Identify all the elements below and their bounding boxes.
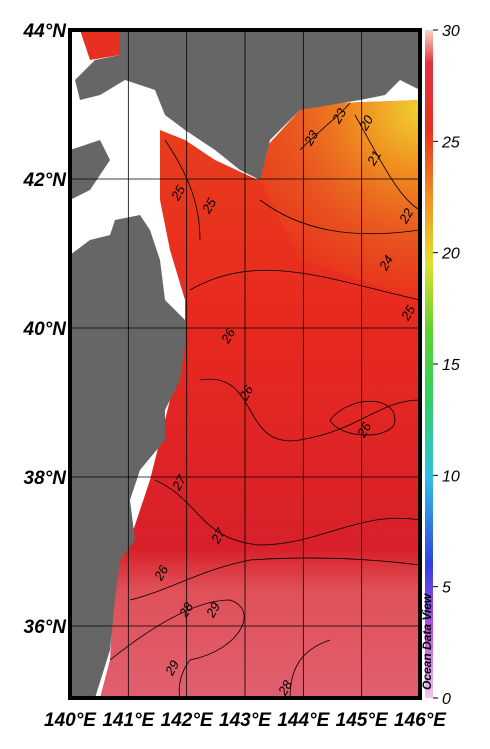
lon-label: 143°E	[219, 710, 272, 731]
sea-patch	[80, 30, 128, 60]
colorbar-label: 15	[442, 357, 460, 374]
contour-label: 27	[207, 525, 228, 547]
frame	[68, 28, 422, 700]
colorbar-label: 20	[441, 246, 460, 263]
colorbar-label: 30	[442, 23, 460, 40]
land	[75, 30, 420, 180]
contour-label: 20	[355, 112, 376, 134]
contour-label: 26	[235, 382, 256, 404]
lon-label: 145°E	[336, 710, 389, 731]
land	[70, 140, 110, 200]
colorbar	[425, 30, 433, 698]
contour-label: 26	[150, 562, 171, 584]
contour-label: 23	[328, 105, 349, 127]
contour-label: 23	[300, 127, 321, 149]
colorbar-label: 10	[442, 468, 460, 485]
land	[70, 215, 185, 698]
lat-label: 36°N	[24, 617, 68, 638]
colorbar-label: 0	[442, 691, 451, 708]
lat-label: 44°N	[23, 21, 68, 42]
colorbar-label: 25	[441, 134, 460, 151]
contours	[109, 102, 420, 698]
lon-label: 146°E	[394, 710, 447, 731]
contour-label: 21	[363, 148, 384, 169]
colorbar-label: 5	[442, 580, 451, 597]
contour-label: 28	[175, 599, 196, 621]
contour-label: 26	[353, 419, 374, 441]
contour-label: 29	[161, 658, 182, 679]
lon-label: 141°E	[102, 710, 155, 731]
contour-label: 25	[397, 302, 418, 324]
contour-label: 27	[168, 472, 189, 494]
contour-label: 25	[167, 182, 188, 204]
lat-label: 42°N	[23, 170, 68, 191]
contour-label: 24	[375, 253, 396, 274]
lat-label: 40°N	[23, 319, 68, 340]
contour-label: 29	[202, 600, 223, 621]
lat-label: 38°N	[24, 468, 68, 489]
lon-label: 144°E	[277, 710, 330, 731]
lon-label: 142°E	[161, 710, 214, 731]
contour-label: 26	[217, 325, 238, 347]
contour-label: 25	[198, 195, 219, 217]
contour-label: 22	[395, 205, 416, 227]
credit: Ocean Data View	[420, 593, 434, 690]
lon-label: 140°E	[44, 710, 97, 731]
contour-label: 28	[274, 677, 295, 699]
